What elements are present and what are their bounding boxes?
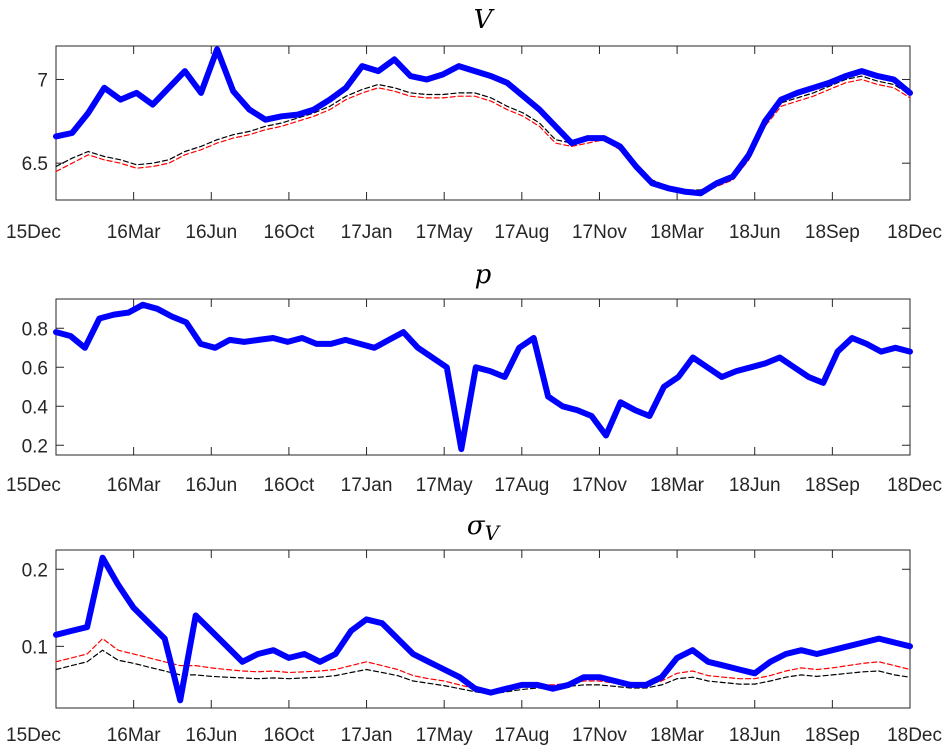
panel-2: p 0.2 0.4 0.6 0.8 15Dec 16Mar 16Jun 16Oct 17Jan 17… [6,260,942,496]
x-tick-label: 16Jun [185,725,237,746]
x-tick-label: 18Jun [729,725,781,746]
x-tick-label: 17May [416,475,474,496]
y-tick-label: 7 [37,70,48,91]
series-blue [53,46,913,197]
series-blue [53,301,913,453]
x-tick-label: 16Jun [185,222,237,243]
x-tick-label: 17Jan [341,222,393,243]
panel-title: p [475,260,492,290]
x-tick-label: 16Mar [107,725,162,746]
x-tick-label: 18Mar [650,222,705,243]
x-tick-label: 15Dec [6,222,61,243]
x-tick-label: 16Mar [107,222,162,243]
y-tick-label: 0.4 [22,397,49,418]
x-tick-label: 18Dec [887,222,942,243]
series-red-dashed [55,78,911,194]
y-tick-label: 0.2 [22,436,48,457]
y-tick-label: 0.8 [22,319,48,340]
x-tick-label: 17Aug [494,475,549,496]
y-tick-label: 0.6 [22,358,48,379]
x-tick-label: 16Jun [185,475,237,496]
x-tick-label: 15Dec [6,475,61,496]
x-tick-label: 18Jun [729,222,781,243]
y-tick-label: 0.1 [22,637,48,658]
x-tick-label: 18Dec [887,475,942,496]
x-tick-label: 18Dec [887,725,942,746]
panel-title: V [474,5,495,35]
x-tick-label: 16Oct [264,725,315,746]
y-tick-label: 0.2 [22,560,48,581]
x-tick-label: 16Oct [264,222,315,243]
x-tick-label: 17May [416,725,474,746]
x-tick-label: 16Mar [107,475,162,496]
x-tick-label: 16Oct [264,475,315,496]
x-tick-label: 17Jan [341,475,393,496]
x-tick-label: 17May [416,222,474,243]
x-tick-label: 18Jun [729,475,781,496]
panel-title: σV [467,511,502,545]
x-tick-label: 18Mar [650,475,705,496]
x-tick-label: 18Sep [805,222,860,243]
x-tick-label: 18Sep [805,475,860,496]
x-tick-label: 17Aug [494,222,549,243]
x-tick-label: 17Nov [572,725,627,746]
panel-3: σV 0.1 0.2 15Dec 16Mar 16Jun 16Oct 17Jan 17May 17… [6,511,942,746]
x-tick-label: 17Nov [572,222,627,243]
y-tick-label: 6.5 [22,154,48,175]
x-tick-label: 15Dec [6,725,61,746]
x-tick-label: 17Nov [572,475,627,496]
x-tick-label: 17Jan [341,725,393,746]
x-tick-label: 18Sep [805,725,860,746]
axes-box [55,298,911,456]
panel-1: V 6.5 7 15Dec 16Mar 16Jun 16Oct 17Jan 17May 17Aug… [6,5,942,243]
x-tick-label: 18Mar [650,725,705,746]
x-tick-label: 17Aug [494,725,549,746]
series-blue [53,554,913,704]
